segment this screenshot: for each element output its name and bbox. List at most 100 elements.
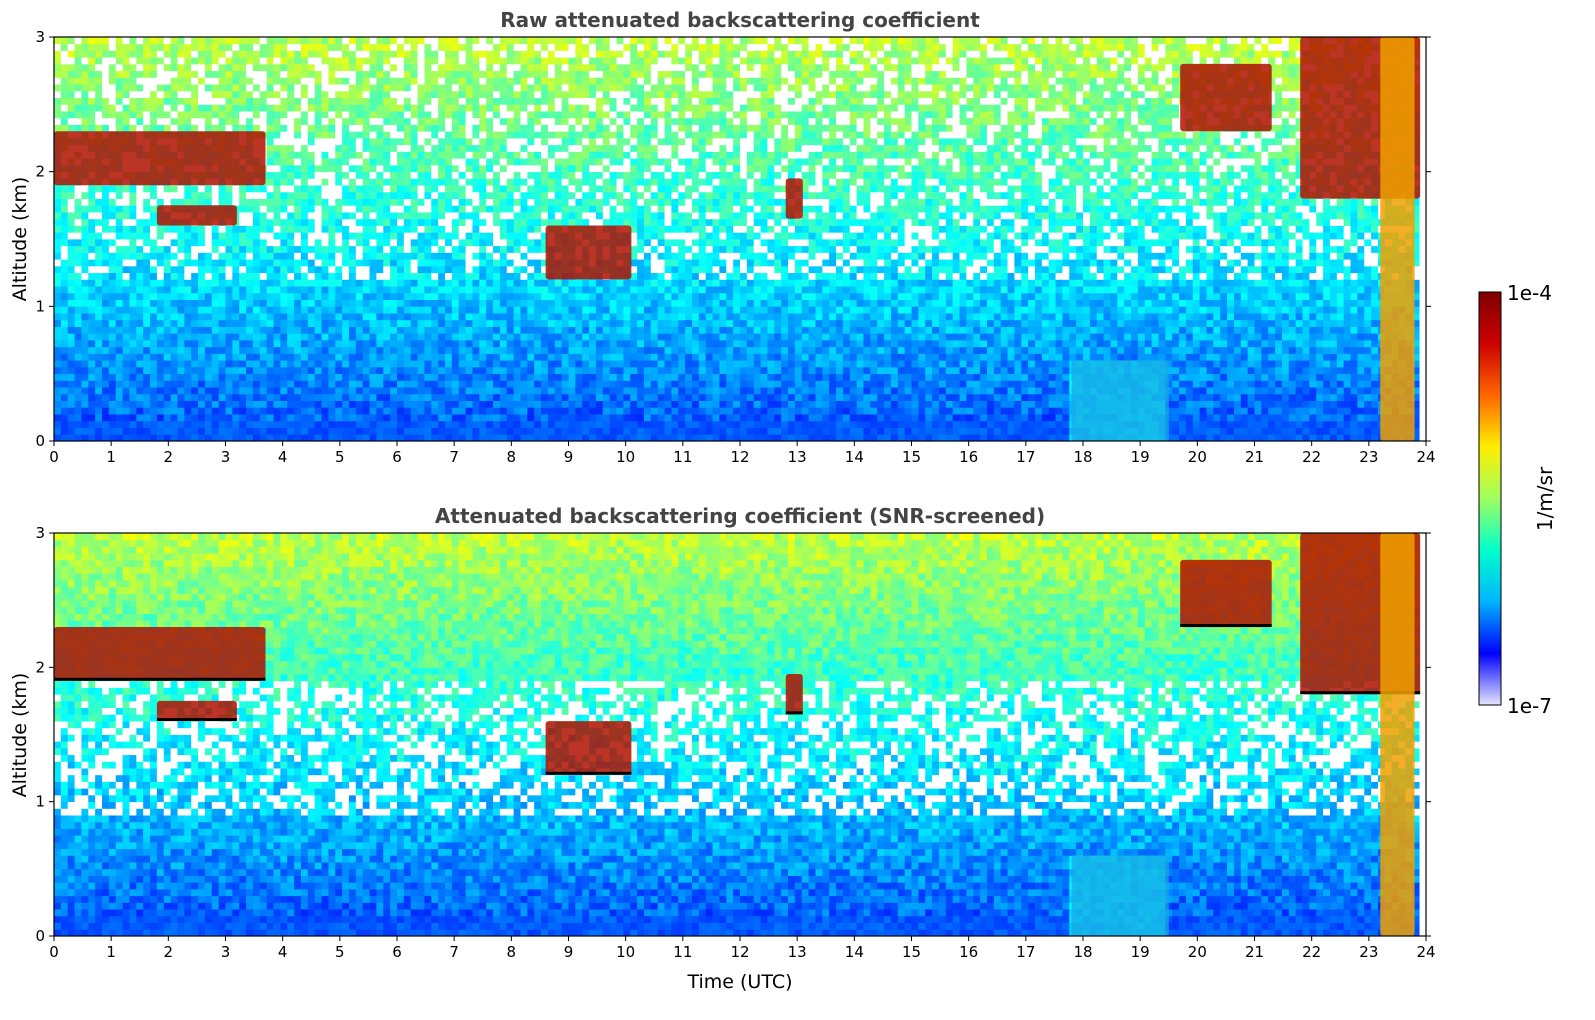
heatmap-cell bbox=[226, 421, 233, 428]
heatmap-cell bbox=[486, 77, 493, 84]
heatmap-cell bbox=[596, 394, 603, 401]
heatmap-cell bbox=[582, 421, 589, 428]
heatmap-cell bbox=[527, 104, 534, 111]
heatmap-cell bbox=[466, 414, 473, 421]
heatmap-cell bbox=[376, 91, 383, 98]
heatmap-cell bbox=[198, 434, 205, 441]
heatmap-cell bbox=[623, 353, 630, 360]
heatmap-cell bbox=[150, 259, 157, 266]
heatmap-cell bbox=[383, 266, 390, 273]
heatmap-cell bbox=[562, 394, 569, 401]
heatmap-cell bbox=[143, 104, 150, 111]
heatmap-cell bbox=[418, 199, 425, 206]
heatmap-cell bbox=[102, 340, 109, 347]
heatmap-cell bbox=[219, 300, 226, 307]
heatmap-cell bbox=[383, 212, 390, 219]
heatmap-cell bbox=[520, 104, 527, 111]
heatmap-cell bbox=[143, 360, 150, 367]
heatmap-cell bbox=[541, 347, 548, 354]
heatmap-cell bbox=[472, 64, 479, 71]
heatmap-cell bbox=[404, 246, 411, 253]
heatmap-cell bbox=[363, 239, 370, 246]
heatmap-cell bbox=[308, 313, 315, 320]
heatmap-cell bbox=[397, 212, 404, 219]
heatmap-cell bbox=[61, 212, 68, 219]
heatmap-cell bbox=[205, 434, 212, 441]
heatmap-cell bbox=[315, 44, 322, 51]
heatmap-cell bbox=[205, 367, 212, 374]
heatmap-cell bbox=[68, 44, 75, 51]
heatmap-cell bbox=[54, 380, 61, 387]
heatmap-cell bbox=[219, 414, 226, 421]
heatmap-cell bbox=[81, 118, 88, 125]
heatmap-cell bbox=[383, 374, 390, 381]
heatmap-cell bbox=[438, 205, 445, 212]
heatmap-cell bbox=[527, 185, 534, 192]
heatmap-cell bbox=[418, 407, 425, 414]
heatmap-cell bbox=[287, 165, 294, 172]
heatmap-cell bbox=[575, 111, 582, 118]
heatmap-cell bbox=[493, 360, 500, 367]
heatmap-cell bbox=[555, 407, 562, 414]
heatmap-cell bbox=[267, 306, 274, 313]
heatmap-cell bbox=[322, 37, 329, 44]
heatmap-cell bbox=[157, 91, 164, 98]
heatmap-cell bbox=[589, 84, 596, 91]
heatmap-cell bbox=[486, 320, 493, 327]
heatmap-cell bbox=[205, 333, 212, 340]
heatmap-cell bbox=[349, 125, 356, 132]
heatmap-cell bbox=[520, 306, 527, 313]
heatmap-cell bbox=[507, 84, 514, 91]
heatmap-cell bbox=[383, 313, 390, 320]
heatmap-cell bbox=[109, 293, 116, 300]
heatmap-cell bbox=[294, 138, 301, 145]
heatmap-cell bbox=[514, 239, 521, 246]
heatmap-cell bbox=[466, 286, 473, 293]
heatmap-cell bbox=[617, 145, 624, 152]
heatmap-cell bbox=[445, 347, 452, 354]
heatmap-cell bbox=[88, 64, 95, 71]
heatmap-cell bbox=[95, 111, 102, 118]
heatmap-cell bbox=[212, 374, 219, 381]
heatmap-cell bbox=[342, 286, 349, 293]
heatmap-cell bbox=[370, 158, 377, 165]
heatmap-cell bbox=[335, 306, 342, 313]
heatmap-cell bbox=[315, 246, 322, 253]
heatmap-cell bbox=[397, 172, 404, 179]
heatmap-cell bbox=[418, 84, 425, 91]
heatmap-cell bbox=[287, 192, 294, 199]
heatmap-cell bbox=[143, 401, 150, 408]
heatmap-cell bbox=[164, 407, 171, 414]
heatmap-cell bbox=[212, 340, 219, 347]
heatmap-cell bbox=[136, 246, 143, 253]
heatmap-cell bbox=[472, 37, 479, 44]
heatmap-cell bbox=[315, 84, 322, 91]
heatmap-cell bbox=[308, 320, 315, 327]
heatmap-cell bbox=[438, 360, 445, 367]
heatmap-cell bbox=[507, 118, 514, 125]
heatmap-cell bbox=[418, 401, 425, 408]
heatmap-cell bbox=[232, 333, 239, 340]
heatmap-cell bbox=[294, 252, 301, 259]
heatmap-cell bbox=[157, 313, 164, 320]
heatmap-cell bbox=[322, 313, 329, 320]
heatmap-cell bbox=[500, 192, 507, 199]
heatmap-cell bbox=[205, 374, 212, 381]
heatmap-cell bbox=[102, 401, 109, 408]
heatmap-cell bbox=[569, 279, 576, 286]
heatmap-cell bbox=[198, 347, 205, 354]
heatmap-cell bbox=[445, 428, 452, 435]
heatmap-cell bbox=[61, 300, 68, 307]
heatmap-cell bbox=[68, 347, 75, 354]
heatmap-cell bbox=[479, 327, 486, 334]
heatmap-cell bbox=[205, 421, 212, 428]
heatmap-cell bbox=[308, 50, 315, 57]
heatmap-cell bbox=[424, 434, 431, 441]
heatmap-cell bbox=[171, 434, 178, 441]
heatmap-cell bbox=[294, 185, 301, 192]
heatmap-cell bbox=[109, 219, 116, 226]
heatmap-cell bbox=[61, 104, 68, 111]
heatmap-cell bbox=[349, 367, 356, 374]
heatmap-cell bbox=[212, 192, 219, 199]
heatmap-cell bbox=[102, 252, 109, 259]
